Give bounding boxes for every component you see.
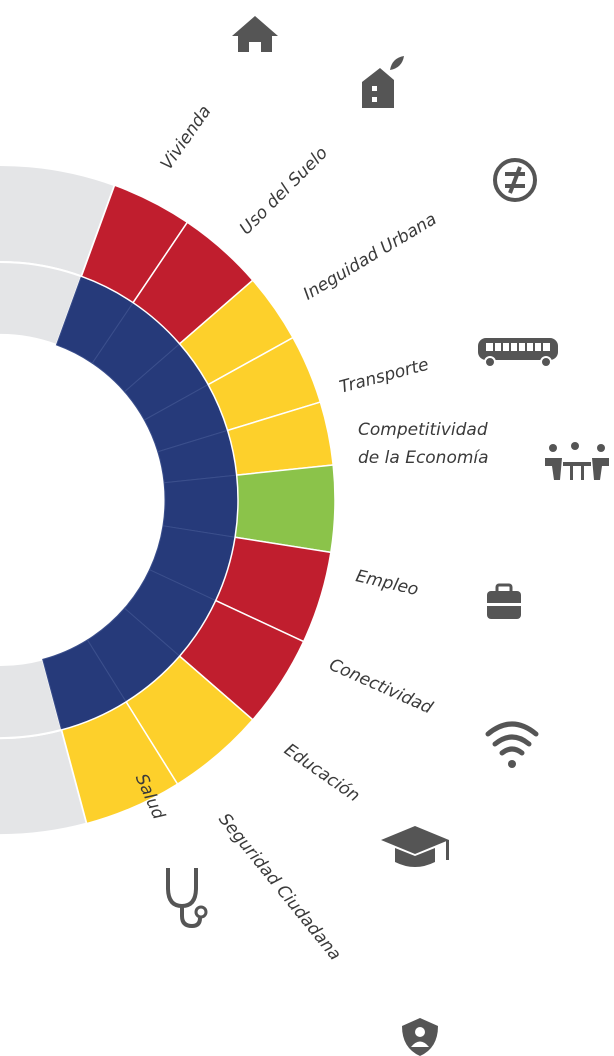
icons [166, 16, 609, 1056]
node-label: Conectividad [326, 655, 436, 719]
icon-inequality [493, 158, 537, 202]
icon-graduation [381, 826, 449, 867]
node-label: Uso del Suelo [236, 143, 332, 239]
outer-segment [60, 700, 179, 825]
rings [0, 163, 336, 836]
node-label: Seguridad Ciudadana [214, 810, 345, 965]
icon-meeting [545, 442, 609, 480]
node-label: Transporte [337, 355, 430, 398]
icon-shield [402, 1018, 438, 1056]
node-label: de la Economía [358, 448, 489, 468]
node-label: Vivienda [157, 102, 216, 174]
icon-briefcase [487, 583, 521, 619]
icon-land [362, 56, 404, 108]
icon-wifi [485, 721, 539, 768]
icon-bus [478, 338, 558, 368]
node-label: Educación [280, 740, 363, 806]
icon-stethoscope [166, 868, 208, 929]
inner-gray [0, 658, 63, 739]
node-label: Ineguidad Urbana [300, 209, 440, 304]
icon-house [232, 16, 278, 52]
node-label: Competitividad [358, 420, 488, 440]
node-label: Empleo [354, 566, 421, 600]
